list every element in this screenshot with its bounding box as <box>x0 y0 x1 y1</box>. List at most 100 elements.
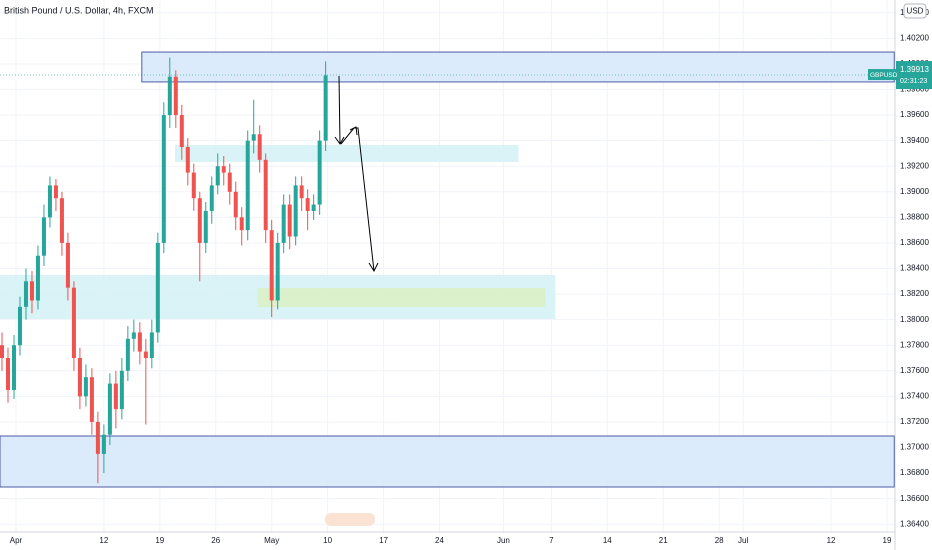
y-tick-label: 1.36400 <box>900 519 929 528</box>
candle-body <box>161 115 166 243</box>
candle-body <box>245 140 250 231</box>
candle-body <box>143 351 148 358</box>
candle-body <box>53 185 58 199</box>
candle-body <box>125 338 130 371</box>
y-tick-label: 1.36600 <box>900 494 929 503</box>
candle-body <box>263 159 268 231</box>
x-tick-label: 14 <box>603 536 612 545</box>
candle-body <box>233 191 238 218</box>
x-tick-label: 7 <box>549 536 554 545</box>
candle-body <box>107 383 112 435</box>
arrows <box>334 75 379 273</box>
candle-body <box>179 115 184 148</box>
candle-body <box>299 185 304 199</box>
candle-body <box>275 242 280 301</box>
candle-body <box>131 332 136 339</box>
x-tick-label: 24 <box>435 536 444 545</box>
x-tick-label: Apr <box>10 536 23 545</box>
candle-body <box>239 217 244 231</box>
currency-box <box>903 3 927 19</box>
x-tick-label: 21 <box>659 536 668 545</box>
candle-body <box>65 242 70 288</box>
candle-body <box>257 134 262 160</box>
y-tick-label: 1.38600 <box>900 238 929 247</box>
event-icons <box>325 513 375 526</box>
candle-body <box>317 140 322 205</box>
candle-body <box>305 198 310 211</box>
y-tick-label: 1.39400 <box>900 136 929 145</box>
arrow <box>340 126 379 273</box>
candle-body <box>119 370 124 410</box>
y-tick-label: 1.39800 <box>900 85 929 94</box>
candle-body <box>203 210 208 243</box>
zone <box>141 51 895 83</box>
candle-body <box>23 281 28 307</box>
x-tick-label: Jun <box>497 536 510 545</box>
x-tick-label: Jul <box>738 536 748 545</box>
chart-title: British Pound / U.S. Dollar, 4h, FXCM <box>4 5 154 15</box>
x-tick-label: 19 <box>155 536 164 545</box>
candle-body <box>221 166 226 173</box>
candle-body <box>281 204 286 243</box>
y-tick-label: 1.37800 <box>900 340 929 349</box>
candle-body <box>113 383 118 410</box>
candle-body <box>173 76 178 116</box>
candle-body <box>11 345 16 390</box>
candle-body <box>5 358 10 390</box>
y-tick-label: 1.38800 <box>900 212 929 221</box>
symbol-tag <box>868 69 896 81</box>
countdown: 02:31:23 <box>900 78 927 85</box>
y-tick-label: 1.40200 <box>900 33 929 42</box>
y-tick-label: 1.39200 <box>900 161 929 170</box>
candle-body <box>191 172 196 199</box>
candle-body <box>17 306 22 346</box>
x-tick-label: 10 <box>323 536 332 545</box>
zone <box>0 435 895 488</box>
x-tick-label: May <box>264 536 279 545</box>
candle-body <box>95 421 100 454</box>
y-tick-label: 1.38000 <box>900 315 929 324</box>
candle-body <box>197 198 202 243</box>
candle-body <box>251 134 256 141</box>
candle-body <box>71 287 76 358</box>
y-tick-label: 1.37600 <box>900 366 929 375</box>
x-tick-label: 12 <box>827 536 836 545</box>
candle-body <box>323 75 328 141</box>
candle-body <box>155 242 160 333</box>
candle-body <box>269 230 274 301</box>
x-tick-label: 28 <box>715 536 724 545</box>
candle-body <box>83 377 88 397</box>
candle-body <box>77 358 82 397</box>
candle-body <box>89 377 94 422</box>
candle-body <box>227 172 232 192</box>
candle-body <box>185 147 190 173</box>
candle-body <box>29 281 34 301</box>
price-tag <box>896 61 932 90</box>
symbol: GBPUSD <box>870 72 898 79</box>
candle-body <box>215 166 220 186</box>
x-tick-label: 26 <box>211 536 220 545</box>
zone <box>257 287 546 307</box>
event-icon <box>325 513 375 526</box>
y-tick-label: 1.38400 <box>900 264 929 273</box>
y-tick-label: 1.37400 <box>900 391 929 400</box>
candle-body <box>293 185 298 237</box>
candle-body <box>209 185 214 211</box>
y-tick-label: 1.38200 <box>900 289 929 298</box>
candle-body <box>41 217 46 256</box>
candle-body <box>35 255 40 301</box>
candle-body <box>137 332 142 352</box>
candle-body <box>47 185 52 218</box>
y-tick-label: 1.39600 <box>900 110 929 119</box>
candle-body <box>167 76 172 116</box>
candle-body <box>0 345 4 358</box>
y-tick-label: 1.39000 <box>900 187 929 196</box>
candle-body <box>287 204 292 237</box>
y-tick-label: 1.36800 <box>900 468 929 477</box>
candle-body <box>59 198 64 243</box>
currency: USD <box>907 7 924 16</box>
x-tick-label: 17 <box>379 536 388 545</box>
x-tick-label: 12 <box>99 536 108 545</box>
x-tick-label: 19 <box>883 536 892 545</box>
